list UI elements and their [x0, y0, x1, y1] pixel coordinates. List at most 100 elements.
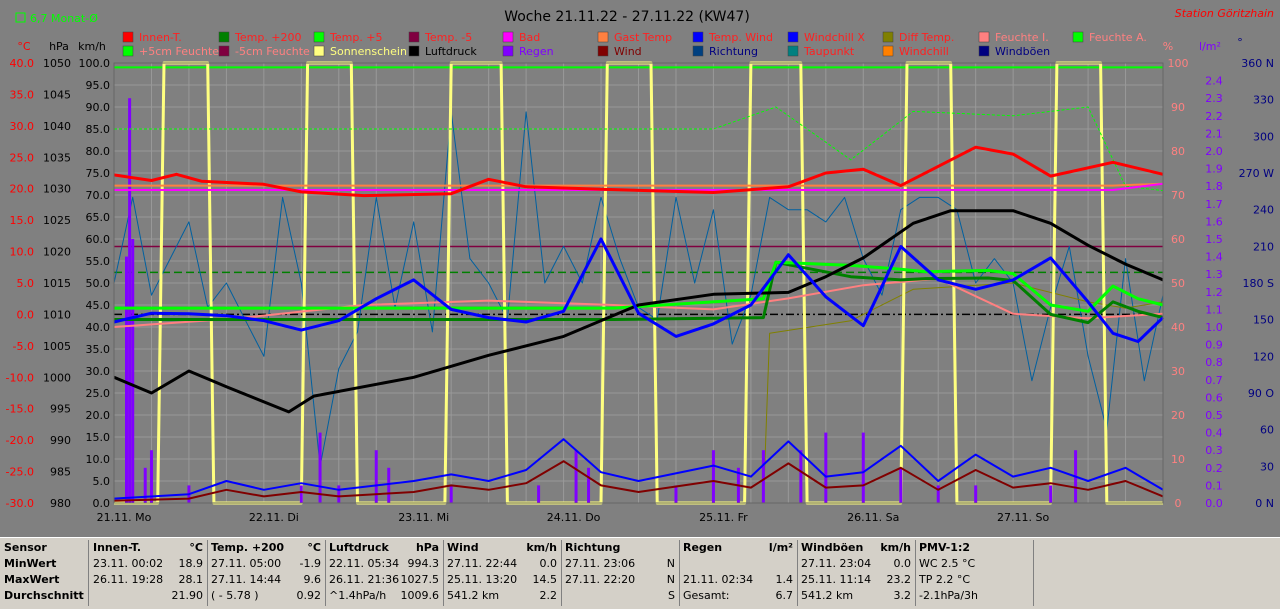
legend-label: +5cm Feuchte [139, 45, 219, 58]
tick-celsius: -30.0 [6, 497, 34, 510]
tick-kmh: 45.0 [86, 299, 111, 312]
tick-kmh: 35.0 [86, 343, 111, 356]
legend-swatch[interactable] [1072, 31, 1084, 43]
legend-swatch[interactable] [978, 45, 990, 57]
tick-lm2: 1.3 [1205, 268, 1223, 281]
stats-panel-unit: km/h [880, 541, 911, 554]
legend-swatch[interactable] [787, 45, 799, 57]
legend-label: Temp. Wind [708, 31, 773, 44]
legend-label: Diff Temp. [899, 31, 954, 44]
stats-row: ^1.4hPa/h 1009.6 [325, 588, 443, 604]
legend-swatch[interactable] [313, 45, 325, 57]
legend-swatch[interactable] [787, 31, 799, 43]
tick-deg: 210 [1253, 240, 1274, 253]
chart-legend: Innen-T. Temp. +200 Temp. +5 Temp. -5 Bad Gas… [122, 31, 1147, 58]
tick-lm2: 1.5 [1205, 233, 1223, 246]
chart-grid [113, 62, 1164, 504]
legend-swatch[interactable] [882, 45, 894, 57]
station-label: Station Göritzhain [1175, 7, 1274, 20]
legend-swatch[interactable] [218, 45, 230, 57]
series-regen-bar [674, 485, 678, 503]
legend-swatch[interactable] [502, 45, 514, 57]
tick-x: 26.11. Sa [847, 511, 899, 524]
stats-row: 25.11. 11:14 23.2 [797, 572, 915, 588]
stats-cell-right: -1.9 [299, 557, 321, 570]
stats-panel-title: Luftdruck [329, 541, 389, 554]
legend-swatch[interactable] [408, 31, 420, 43]
tick-deg: 150 [1253, 314, 1274, 327]
tick-lm2: 2.2 [1205, 110, 1223, 123]
tick-lm2: 1.8 [1205, 180, 1223, 193]
legend-swatch[interactable] [218, 31, 230, 43]
tick-hpa: 1000 [43, 371, 71, 384]
tick-celsius: -25.0 [6, 466, 34, 479]
tick-kmh: 95.0 [86, 79, 111, 92]
tick-hpa: 1040 [43, 120, 71, 133]
series-regen-bar [899, 467, 903, 503]
tick-hpa: 1035 [43, 151, 71, 164]
legend-swatch[interactable] [597, 31, 609, 43]
tick-hpa: 1005 [43, 340, 71, 353]
tick-kmh: 30.0 [86, 365, 111, 378]
tick-deg: 300 [1253, 130, 1274, 143]
series-regen-bar [318, 432, 322, 503]
stats-panel-header: Temp. +200 °C [207, 540, 325, 556]
chart-title: Woche 21.11.22 - 27.11.22 (KW47) [504, 9, 750, 25]
tick-kmh: 50.0 [86, 277, 111, 290]
series-regen-bar [711, 450, 715, 503]
legend-label: Feuchte A. [1089, 31, 1147, 44]
stats-cell-right: 9.6 [303, 573, 322, 586]
legend-swatch[interactable] [882, 31, 894, 43]
tick-celsius: -15.0 [6, 403, 34, 416]
tick-lm2: 0.3 [1205, 444, 1223, 457]
tick-hpa: 980 [50, 497, 71, 510]
tick-kmh: 100.0 [79, 57, 111, 70]
legend-swatch[interactable] [692, 31, 704, 43]
tick-lm2: 0.9 [1205, 339, 1223, 352]
legend-swatch[interactable] [692, 45, 704, 57]
stats-row: 21.11. 02:34 1.4 [679, 572, 797, 588]
monat-label: 6,7 Monat-Ø [30, 12, 98, 25]
tick-kmh: 80.0 [86, 145, 111, 158]
legend-swatch[interactable] [408, 45, 420, 57]
row-label: Durchschnitt [4, 589, 84, 602]
stats-panel-header: Luftdruck hPa [325, 540, 443, 556]
legend-swatch[interactable] [597, 45, 609, 57]
stats-panel-title: Richtung [565, 541, 621, 554]
stats-cell-left: 26.11. 19:28 [93, 573, 164, 586]
series-regen-bar [574, 450, 578, 503]
tick-celsius: 5.0 [17, 277, 35, 290]
stats-cell-left: ( - 5.78 ) [211, 589, 259, 602]
tick-lm2: 1.6 [1205, 215, 1223, 228]
legend-swatch[interactable] [502, 31, 514, 43]
legend-swatch[interactable] [313, 31, 325, 43]
series-luftdruck [113, 209, 1164, 414]
stats-cell-right: 3.2 [893, 589, 912, 602]
axis-unit-lm2: l/m² [1199, 40, 1221, 53]
tick-percent: 30 [1171, 365, 1185, 378]
tick-kmh: 90.0 [86, 101, 111, 114]
stats-panel-title: PMV-1:2 [919, 541, 970, 554]
legend-swatch[interactable] [122, 31, 134, 43]
legend-swatch[interactable] [978, 31, 990, 43]
monat-checkbox[interactable] [15, 12, 26, 23]
legend-label: -5cm Feuchte [235, 45, 310, 58]
tick-kmh: 10.0 [86, 453, 111, 466]
stats-row: 27.11. 22:20 N [561, 572, 679, 588]
tick-deg: 360 N [1241, 57, 1274, 70]
series-regen-bar [761, 450, 765, 503]
series-regen-bar [449, 485, 453, 503]
series-regen-bar [387, 467, 391, 503]
tick-x: 21.11. Mo [97, 511, 152, 524]
legend-label: Windchill [899, 45, 949, 58]
stats-row: 27.11. 05:00 -1.9 [207, 556, 325, 572]
tick-percent: 70 [1171, 189, 1185, 202]
tick-deg: 60 [1260, 424, 1274, 437]
tick-lm2: 0.1 [1205, 479, 1223, 492]
stats-table: Sensor MinWert MaxWert Durchschnitt Innen-T.… [0, 537, 1280, 609]
tick-lm2: 0.7 [1205, 374, 1223, 387]
tick-kmh: 0.0 [93, 497, 111, 510]
tick-celsius: 35.0 [10, 88, 35, 101]
stats-row: 23.11. 00:02 18.9 [89, 556, 207, 572]
legend-swatch[interactable] [122, 45, 134, 57]
